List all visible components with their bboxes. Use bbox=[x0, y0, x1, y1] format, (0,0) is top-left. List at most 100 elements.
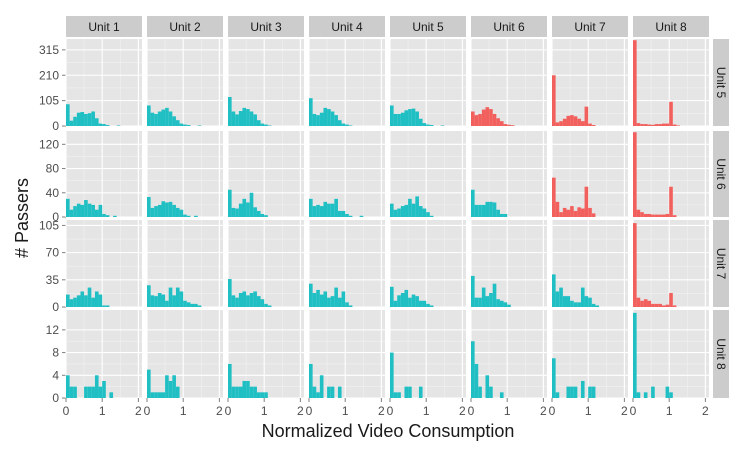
histogram-bar bbox=[334, 287, 338, 307]
histogram-bar bbox=[172, 116, 176, 126]
x-tick-label: 2 bbox=[216, 404, 223, 418]
histogram-bar bbox=[471, 341, 475, 398]
histogram-bar bbox=[175, 120, 180, 126]
histogram-bar bbox=[573, 116, 578, 126]
histogram-bar bbox=[665, 123, 670, 126]
histogram-bar bbox=[154, 392, 158, 398]
histogram-bar bbox=[390, 105, 394, 126]
histogram-bar bbox=[175, 207, 180, 217]
histogram-bar bbox=[588, 297, 592, 307]
y-tick-label: 35 bbox=[46, 273, 60, 287]
histogram-bar bbox=[390, 286, 394, 307]
histogram-bar bbox=[633, 132, 637, 217]
panel-background bbox=[471, 310, 547, 398]
histogram-bar bbox=[316, 204, 320, 217]
histogram-bar bbox=[651, 386, 655, 398]
histogram-bar bbox=[256, 120, 261, 126]
histogram-bar bbox=[591, 386, 596, 398]
panel-background bbox=[147, 310, 223, 398]
panel-background bbox=[228, 220, 304, 307]
column-strip-label: Unit 6 bbox=[493, 20, 525, 34]
histogram-bar bbox=[422, 123, 427, 126]
histogram-bar bbox=[337, 210, 342, 217]
histogram-bar bbox=[235, 208, 239, 217]
column-strip-label: Unit 3 bbox=[250, 20, 282, 34]
y-tick-label: 12 bbox=[46, 323, 60, 337]
histogram-bar bbox=[157, 392, 162, 398]
histogram-bar bbox=[665, 386, 670, 398]
histogram-bar bbox=[197, 305, 202, 307]
histogram-bar bbox=[672, 215, 677, 217]
x-tick-label: 2 bbox=[378, 404, 385, 418]
x-axis-title: Normalized Video Consumption bbox=[262, 421, 515, 441]
histogram-bar bbox=[69, 386, 74, 398]
histogram-bar bbox=[327, 297, 331, 307]
histogram-bar bbox=[496, 209, 500, 217]
histogram-bar bbox=[348, 305, 353, 307]
histogram-bar bbox=[397, 113, 401, 126]
histogram-bar bbox=[426, 124, 430, 126]
histogram-bar bbox=[337, 120, 342, 126]
histogram-bar bbox=[588, 207, 592, 217]
histogram-bar bbox=[478, 204, 482, 217]
histogram-bar bbox=[73, 116, 77, 126]
histogram-bar bbox=[481, 204, 486, 217]
histogram-bar bbox=[256, 210, 261, 217]
histogram-bar bbox=[105, 305, 110, 307]
histogram-bar bbox=[94, 118, 99, 126]
histogram-bar bbox=[327, 203, 331, 217]
histogram-bar bbox=[267, 305, 272, 307]
y-axis-title: # Passers bbox=[12, 178, 32, 258]
histogram-bar bbox=[319, 294, 324, 307]
histogram-bar bbox=[665, 213, 670, 217]
column-strip bbox=[633, 16, 709, 37]
histogram-bar bbox=[489, 109, 493, 126]
histogram-bar bbox=[264, 124, 268, 126]
histogram-bar bbox=[489, 386, 493, 398]
histogram-bar bbox=[98, 123, 103, 126]
histogram-bar bbox=[84, 386, 88, 398]
histogram-bar bbox=[359, 215, 364, 217]
panel-background bbox=[633, 220, 709, 307]
y-tick-label: 40 bbox=[46, 186, 60, 200]
histogram-bar bbox=[408, 386, 412, 398]
histogram-bar bbox=[503, 213, 508, 217]
histogram-bar bbox=[94, 209, 99, 217]
histogram-bar bbox=[415, 296, 419, 307]
histogram-bar bbox=[154, 296, 158, 307]
histogram-bar bbox=[312, 113, 317, 126]
histogram-bar bbox=[562, 296, 567, 307]
histogram-bar bbox=[87, 113, 92, 126]
histogram-bar bbox=[492, 113, 497, 126]
histogram-bar bbox=[330, 203, 335, 217]
histogram-bar bbox=[246, 295, 250, 307]
column-strip bbox=[390, 16, 466, 37]
histogram-bar bbox=[633, 40, 637, 127]
histogram-bar bbox=[186, 302, 191, 307]
histogram-bar bbox=[418, 118, 423, 126]
histogram-bar bbox=[246, 380, 250, 398]
histogram-bar bbox=[429, 215, 434, 217]
histogram-bar bbox=[341, 291, 346, 307]
histogram-bar bbox=[312, 206, 317, 217]
histogram-bar bbox=[98, 294, 103, 307]
histogram-bar bbox=[507, 304, 511, 307]
histogram-bar bbox=[87, 386, 92, 398]
x-tick-label: 2 bbox=[621, 404, 628, 418]
histogram-bar bbox=[165, 202, 169, 217]
panel-background bbox=[552, 131, 628, 217]
histogram-bar bbox=[555, 122, 560, 126]
panel-background bbox=[552, 220, 628, 307]
histogram-bar bbox=[404, 110, 409, 126]
histogram-bar bbox=[109, 392, 114, 398]
y-tick-label: 315 bbox=[39, 43, 59, 57]
panel-background bbox=[66, 39, 142, 126]
histogram-bar bbox=[179, 123, 184, 126]
histogram-bar bbox=[345, 302, 349, 307]
histogram-bar bbox=[651, 303, 655, 307]
histogram-bar bbox=[231, 207, 236, 217]
histogram-bar bbox=[591, 125, 596, 126]
histogram-bar bbox=[552, 358, 556, 398]
histogram-bar bbox=[147, 105, 151, 126]
histogram-bar bbox=[577, 207, 581, 217]
